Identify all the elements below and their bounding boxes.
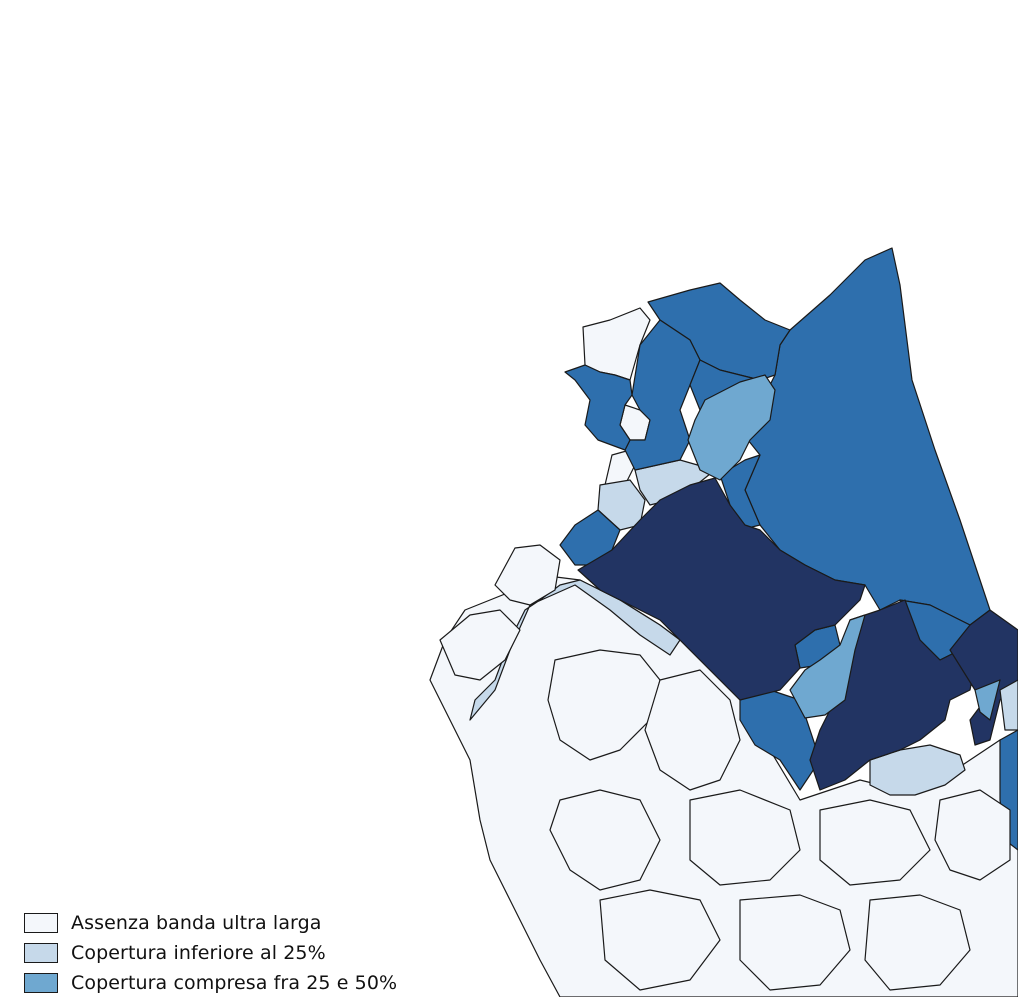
- legend-swatch-none: [24, 913, 58, 933]
- region-south-low: [869, 744, 966, 796]
- region-west-high-2: [559, 509, 621, 566]
- legend-item-mid: Copertura compresa fra 25 e 50%: [24, 968, 397, 998]
- region-east-low: [999, 679, 1018, 731]
- legend-label-low: Copertura inferiore al 25%: [71, 942, 326, 964]
- region-west-sub-1: [439, 609, 521, 681]
- region-south-sub-2: [644, 669, 741, 791]
- region-west-high: [564, 364, 633, 451]
- region-central-full: [577, 477, 866, 701]
- region-south-sub-4: [689, 789, 801, 886]
- region-south-sub-3: [549, 789, 661, 891]
- legend-label-mid: Copertura compresa fra 25 e 50%: [71, 972, 398, 994]
- region-south-sub-7: [599, 889, 721, 991]
- region-south-sub-5: [819, 799, 931, 886]
- legend-label-none: Assenza banda ultra larga: [71, 912, 322, 934]
- region-south-sub-9: [864, 894, 971, 991]
- map-legend: Assenza banda ultra larga Copertura infe…: [24, 908, 397, 998]
- region-north-mid: [687, 374, 776, 481]
- region-east-mid: [974, 679, 1001, 721]
- region-south-sub-1: [547, 649, 661, 761]
- region-northwest-high: [624, 319, 701, 471]
- region-south-sub-8: [739, 894, 851, 991]
- region-southeast-high: [739, 689, 821, 791]
- region-south-sub-6: [934, 789, 1011, 881]
- legend-item-none: Assenza banda ultra larga: [24, 908, 397, 938]
- legend-item-low: Copertura inferiore al 25%: [24, 938, 397, 968]
- region-south-mid: [789, 614, 866, 719]
- region-west-sub-2: [494, 544, 561, 606]
- legend-swatch-mid: [24, 973, 58, 993]
- legend-swatch-low: [24, 943, 58, 963]
